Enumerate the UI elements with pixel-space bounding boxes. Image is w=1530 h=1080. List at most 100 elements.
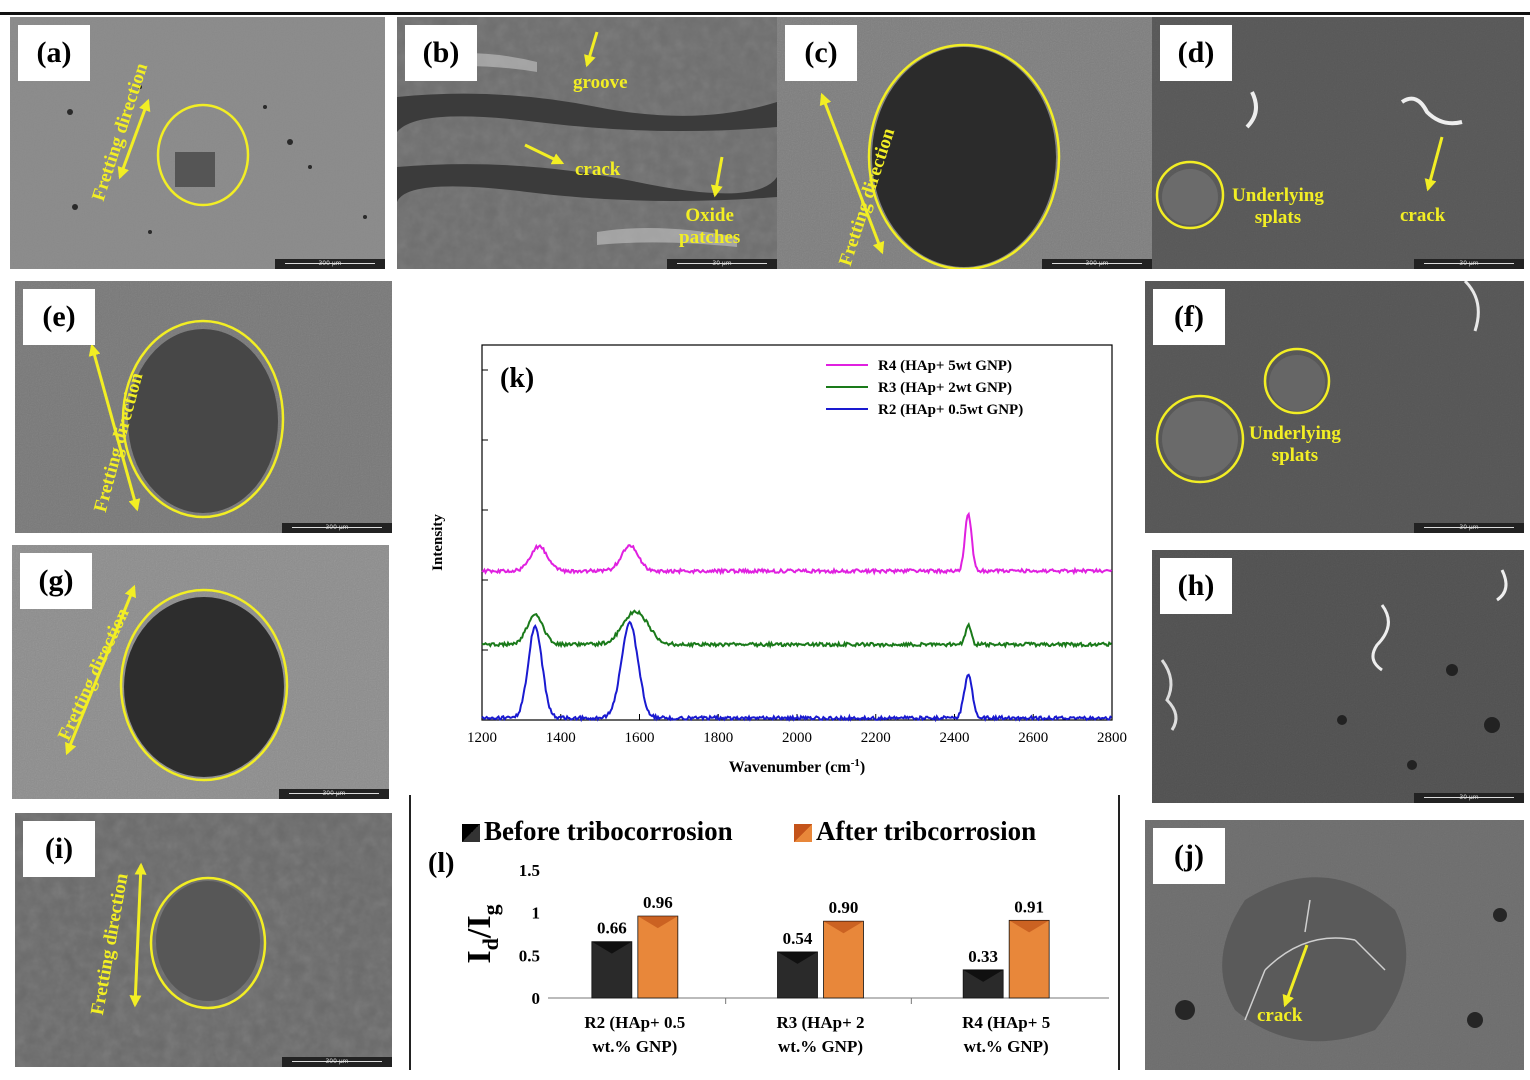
panel-d: (d) Underlying splats crack 30 µm xyxy=(1152,17,1524,269)
chart-l-left-rule xyxy=(409,795,411,1070)
panel-e: (e) Fretting direction 300 µm xyxy=(15,281,392,533)
panel-label: (j) xyxy=(1153,828,1225,884)
bar-face xyxy=(1008,919,1050,999)
panel-g: (g) Fretting direction 300 µm xyxy=(12,545,389,799)
bar-before xyxy=(777,951,818,999)
crack-label: crack xyxy=(575,159,621,180)
legend-swatch-before xyxy=(462,824,480,842)
scale-bar: 300 µm xyxy=(1042,259,1152,269)
sem-image-j xyxy=(1145,820,1524,1070)
groove-label: groove xyxy=(573,72,628,93)
bar-face xyxy=(637,915,679,999)
underlying-splats-label: Underlying splats xyxy=(1232,185,1324,228)
wear-scar-circle xyxy=(121,319,285,519)
wear-scar-circle xyxy=(119,588,289,782)
overlay-j xyxy=(1282,944,1309,1008)
overlay-c xyxy=(819,43,1061,269)
x-tick-label: 2400 xyxy=(940,730,970,746)
panel-label: (e) xyxy=(23,289,95,345)
bar-bevel xyxy=(591,941,632,954)
overlay-e xyxy=(88,319,285,519)
overlay-f xyxy=(1155,347,1331,484)
series-line xyxy=(481,609,1112,649)
panel-b: (b) groove crack Oxide patches 30 µm xyxy=(397,17,777,269)
bar-bevel xyxy=(777,951,818,964)
bar-chart-panel: Before tribocorrosion After tribcorrosio… xyxy=(412,810,1117,1070)
bar-face xyxy=(823,920,864,999)
raman-chart-panel: 1200 1400 1600 1800 2000 2200 2400 2600 2800 Wave… xyxy=(400,330,1140,800)
sem-image-d xyxy=(1152,17,1524,269)
overlay-b xyxy=(524,31,724,198)
y-tick-label: 0 xyxy=(532,989,541,1008)
panel-f: (f) Underlying splats 30 µm xyxy=(1145,281,1524,533)
scale-bar: 300 µm xyxy=(275,259,385,269)
top-rule xyxy=(0,12,1530,15)
panel-label: (i) xyxy=(23,821,95,877)
category-label: R2 (HAp+ 0.5 xyxy=(584,1013,685,1032)
bar-before xyxy=(591,941,633,999)
overlay-i xyxy=(129,862,267,1010)
bar-value-label: 0.96 xyxy=(643,893,673,912)
wear-scar-circle xyxy=(149,876,267,1010)
chart-l-right-rule xyxy=(1118,795,1120,1070)
panel-label: (d) xyxy=(1160,25,1232,81)
scale-bar: 30 µm xyxy=(1414,259,1524,269)
panel-label: (b) xyxy=(405,25,477,81)
x-tick-label: 1600 xyxy=(625,730,655,746)
x-tick-label: 1800 xyxy=(703,730,733,746)
panel-label-l: (l) xyxy=(428,848,454,879)
bar-legend-after: After tribcorrosion xyxy=(794,816,1036,847)
underlying-splats-circle xyxy=(1263,347,1331,415)
bar-bevel xyxy=(963,969,1004,982)
bar-chart: (l) Id/Ig 0 0.5 1 1.5 0.66 0.96 R2 (HAp+ 0.5 wt.%… xyxy=(428,848,1109,1056)
overlay-g xyxy=(65,584,289,782)
sem-image-e xyxy=(15,281,392,533)
bar-bevel xyxy=(823,921,864,934)
legend-label: R4 (HAp+ 5wt GNP) xyxy=(878,358,1012,374)
legend-swatch-after xyxy=(794,824,812,842)
legend-label: R3 (HAp+ 2wt GNP) xyxy=(878,380,1012,396)
category-label: R4 (HAp+ 5 xyxy=(962,1013,1050,1032)
bar-bevel xyxy=(1009,920,1050,933)
bar-value-label: 0.90 xyxy=(829,898,859,917)
panel-i: (i) Fretting direction 300 µm xyxy=(15,813,392,1067)
scale-bar: 30 µm xyxy=(1414,793,1524,803)
overlay-a xyxy=(117,98,250,207)
bar-after xyxy=(823,920,864,999)
scale-bar: 30 µm xyxy=(1414,523,1524,533)
scale-bar: 30 µm xyxy=(667,259,777,269)
panel-label: (g) xyxy=(20,553,92,609)
panel-a: (a) Fretting direction 300 µm xyxy=(10,17,385,269)
panel-label: (c) xyxy=(785,25,857,81)
raman-chart: 1200 1400 1600 1800 2000 2200 2400 2600 2800 Wave… xyxy=(430,344,1127,776)
series-line xyxy=(481,511,1113,576)
x-tick-label: 2000 xyxy=(782,730,812,746)
bar-bevel xyxy=(637,916,678,929)
underlying-splats-circle xyxy=(1155,394,1245,484)
series-line xyxy=(481,620,1113,723)
panel-c: (c) Fretting direction 300 µm xyxy=(777,17,1152,269)
y-axis-label: Id/Ig xyxy=(461,904,503,963)
y-tick-label: 0.5 xyxy=(519,946,540,965)
y-tick-label: 1 xyxy=(532,904,541,923)
category-label: R3 (HAp+ 2 xyxy=(776,1013,864,1032)
bar-before xyxy=(962,969,1004,999)
underlying-splats-circle xyxy=(1155,160,1225,230)
panel-label: (h) xyxy=(1160,558,1232,614)
x-tick-label: 2600 xyxy=(1018,730,1048,746)
crack-label: crack xyxy=(1400,205,1446,226)
panel-label-k: (k) xyxy=(500,363,534,394)
category-label: wt.% GNP) xyxy=(778,1037,863,1056)
x-tick-label: 1200 xyxy=(467,730,497,746)
legend-label: R2 (HAp+ 0.5wt GNP) xyxy=(878,402,1023,418)
wear-scar-circle xyxy=(156,103,250,207)
bar-value-label: 0.91 xyxy=(1014,897,1044,916)
bar-after xyxy=(1008,919,1050,999)
crack-label: crack xyxy=(1257,1005,1303,1026)
y-tick-label: 1.5 xyxy=(519,861,540,880)
bar-after xyxy=(637,915,679,999)
category-label: wt.% GNP) xyxy=(592,1037,677,1056)
wear-scar-circle xyxy=(867,43,1061,269)
x-tick-label: 1400 xyxy=(546,730,576,746)
scale-bar: 300 µm xyxy=(282,523,392,533)
